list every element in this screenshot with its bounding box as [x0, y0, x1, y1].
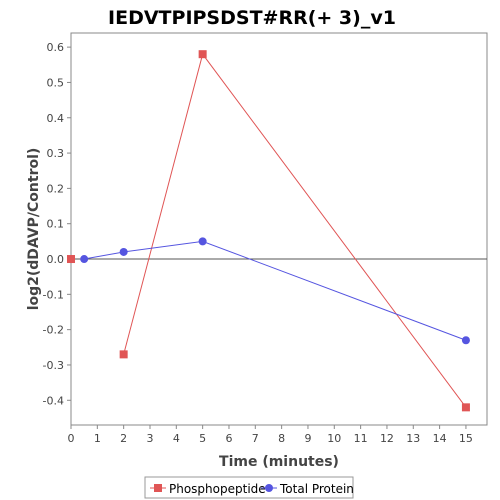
legend-square-marker-icon	[154, 484, 162, 492]
series-line-total-protein	[84, 240, 467, 341]
legend-label-total-protein: Total Protein	[279, 482, 354, 496]
x-tick-label: 12	[380, 432, 394, 445]
y-tick-label: 0.4	[47, 112, 65, 125]
x-tick-label: 2	[120, 432, 127, 445]
y-tick-label: 0.5	[47, 76, 65, 89]
legend: Phosphopeptide Total Protein	[144, 476, 354, 499]
y-tick-label: 0.6	[47, 41, 65, 54]
x-tick-label: 6	[225, 432, 232, 445]
y-tick-label: -0.1	[43, 288, 64, 301]
y-axis: 0.6 0.5 0.4 0.3 0.2 0.1 0.0 -0.1 -0.2 -0.3 -0.4	[43, 41, 71, 407]
data-point-phosphopeptide	[461, 403, 470, 412]
y-tick-label: -0.2	[43, 324, 64, 337]
chart-title: IEDVTPIPSDST#RR(+ 3)_v1	[108, 7, 396, 29]
x-tick-label: 13	[406, 432, 420, 445]
data-point-total-protein	[80, 255, 89, 264]
legend-circle-marker-icon	[265, 484, 273, 492]
y-tick-label: 0.2	[47, 182, 65, 195]
x-axis: 0 1 2 3 4 5 6 7 8 9 10 11 12 13 14 15	[68, 425, 473, 445]
y-tick-label: -0.4	[43, 394, 64, 407]
data-point-phosphopeptide	[198, 50, 207, 59]
data-point-phosphopeptide	[119, 350, 128, 359]
x-tick-label: 11	[354, 432, 368, 445]
data-point-total-protein	[198, 237, 207, 246]
x-tick-label: 5	[199, 432, 206, 445]
y-tick-label: 0.1	[47, 218, 65, 231]
y-axis-label: log2(dDAVP/Control)	[26, 148, 42, 311]
y-tick-label: 0.3	[47, 147, 65, 160]
x-tick-label: 8	[278, 432, 285, 445]
x-tick-label: 9	[304, 432, 311, 445]
data-point-total-protein	[461, 336, 470, 345]
series-layer	[67, 50, 470, 412]
y-tick-label: -0.3	[43, 359, 64, 372]
y-tick-label: 0.0	[47, 253, 65, 266]
data-point-total-protein	[119, 247, 128, 256]
legend-box	[144, 476, 354, 499]
plot-area	[70, 32, 488, 426]
x-tick-label: 14	[433, 432, 447, 445]
x-tick-label: 1	[94, 432, 101, 445]
x-tick-label: 3	[146, 432, 153, 445]
x-tick-label: 0	[68, 432, 75, 445]
x-tick-label: 15	[459, 432, 473, 445]
x-tick-label: 7	[252, 432, 259, 445]
x-tick-label: 10	[327, 432, 341, 445]
legend-label-phosphopeptide: Phosphopeptide	[169, 482, 266, 496]
data-point-phosphopeptide	[67, 255, 75, 264]
x-tick-label: 4	[173, 432, 180, 445]
x-axis-label: Time (minutes)	[219, 454, 339, 470]
